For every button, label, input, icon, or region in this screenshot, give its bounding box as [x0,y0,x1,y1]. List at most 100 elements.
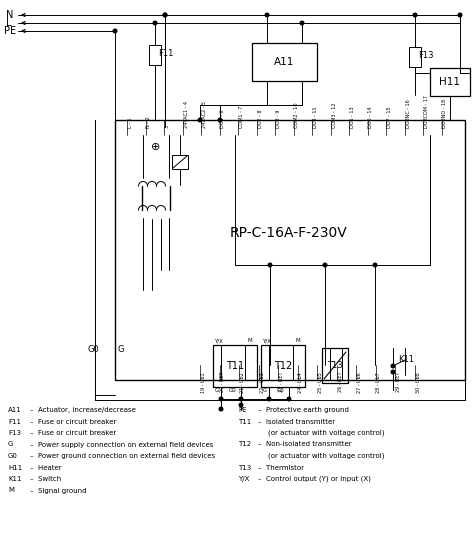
Circle shape [323,263,327,267]
Text: T12: T12 [274,361,292,371]
Circle shape [198,118,202,122]
Text: DO6 - 14: DO6 - 14 [368,106,374,128]
Text: Y/X: Y/X [238,476,249,482]
Text: F13: F13 [418,50,434,60]
Bar [115,120,465,380]
Text: –  Power supply connection on external field devices: – Power supply connection on external fi… [30,442,213,448]
Text: 26 - RET: 26 - RET [337,372,343,392]
Text: N - 2: N - 2 [147,116,151,128]
Circle shape [163,13,167,17]
Circle shape [267,397,271,401]
Text: DO2 - 8: DO2 - 8 [258,110,262,128]
Circle shape [373,263,377,267]
Text: G0: G0 [229,389,237,393]
Text: T12: T12 [238,442,251,448]
Text: 24VAC2 - 5: 24VAC2 - 5 [202,101,207,128]
Text: G: G [118,345,125,355]
Text: PE: PE [238,407,247,413]
Text: 19 - Ub1: 19 - Ub1 [201,372,206,392]
Text: M: M [296,339,301,344]
Circle shape [391,370,395,374]
Text: 23 - RET: 23 - RET [279,372,284,392]
Text: –  Heater: – Heater [30,465,61,471]
Circle shape [163,13,167,17]
Text: T11: T11 [238,419,251,425]
Text: L - 1: L - 1 [128,117,133,128]
Circle shape [218,118,222,122]
Bar [252,43,317,81]
Text: F13: F13 [8,430,21,436]
Text: N: N [6,10,13,20]
Text: DO7 - 15: DO7 - 15 [387,106,392,128]
Circle shape [113,29,117,33]
Text: 28 - Ub7: 28 - Ub7 [377,372,381,393]
Text: DO4 - 11: DO4 - 11 [313,106,318,128]
Text: 29 - RET: 29 - RET [396,372,401,392]
Text: H11: H11 [8,465,22,471]
Text: 27 - Ub6: 27 - Ub6 [357,372,362,393]
Text: –  Power ground connection on external field devices: – Power ground connection on external fi… [30,453,215,459]
Text: Y/X: Y/X [214,339,223,344]
Text: –  Signal ground: – Signal ground [30,488,87,494]
Circle shape [239,397,243,401]
Text: M: M [8,488,14,494]
Circle shape [219,397,223,401]
Bar [172,155,188,169]
Text: DO8NO - 18: DO8NO - 18 [443,99,447,128]
Text: G: G [263,389,267,393]
Circle shape [391,364,395,368]
Circle shape [268,263,272,267]
Text: G0: G0 [8,453,18,459]
Text: F11: F11 [158,49,173,58]
Text: G: G [8,442,13,448]
Text: Y/X: Y/X [262,339,271,344]
Text: T11: T11 [226,361,244,371]
Text: G0: G0 [87,345,99,355]
Text: 21 - Ub2: 21 - Ub2 [240,372,245,393]
Text: T13: T13 [327,361,343,369]
Text: A11: A11 [274,57,294,67]
Text: –  Thermistor: – Thermistor [258,465,304,471]
Text: T13: T13 [238,465,251,471]
Bar [261,345,305,387]
Bar [213,345,257,387]
Text: –  Non-isolated transmitter: – Non-isolated transmitter [258,442,352,448]
Text: K11: K11 [8,476,21,482]
Text: 30 - Ub8: 30 - Ub8 [416,372,420,393]
Text: –  Protective earth ground: – Protective earth ground [258,407,349,413]
Text: (or actuator with voltage control): (or actuator with voltage control) [268,453,385,459]
Circle shape [413,13,417,17]
Text: DO1 - 6: DO1 - 6 [220,110,226,128]
Text: –  Isolated transmitter: – Isolated transmitter [258,419,335,425]
Text: DO8COM - 17: DO8COM - 17 [424,95,429,128]
Text: (or actuator with voltage control): (or actuator with voltage control) [268,430,385,436]
Circle shape [300,21,304,25]
Text: 24VAC1 - 4: 24VAC1 - 4 [184,101,188,128]
Text: COM2 - 10: COM2 - 10 [295,102,299,128]
Circle shape [219,407,223,411]
Text: 24 - Ub4: 24 - Ub4 [298,372,304,393]
Text: L: L [6,18,11,28]
Text: –  Actuator, increase/decrease: – Actuator, increase/decrease [30,407,136,413]
Text: DO3 - 9: DO3 - 9 [276,110,281,128]
Text: 22 - Ub3: 22 - Ub3 [259,372,265,393]
Text: 3: 3 [165,125,170,128]
Text: ⊕: ⊕ [151,142,161,152]
Text: –  Control output (Y) or input (X): – Control output (Y) or input (X) [258,476,371,482]
Circle shape [458,13,462,17]
Text: 20 - RET: 20 - RET [220,372,226,392]
Circle shape [287,397,291,401]
Text: –  Fuse or circuit breaker: – Fuse or circuit breaker [30,419,116,425]
Text: PE: PE [4,26,16,36]
Text: A11: A11 [8,407,22,413]
Bar [322,348,348,383]
Bar [430,68,470,96]
Text: COM3 - 12: COM3 - 12 [331,102,337,128]
Text: –  Fuse or circuit breaker: – Fuse or circuit breaker [30,430,116,436]
Circle shape [153,21,157,25]
Text: –  Switch: – Switch [30,476,61,482]
Text: H11: H11 [439,77,460,87]
Text: 25 - Ub5: 25 - Ub5 [318,372,323,393]
Text: COM1 - 7: COM1 - 7 [239,106,244,128]
Text: K11: K11 [398,356,414,364]
